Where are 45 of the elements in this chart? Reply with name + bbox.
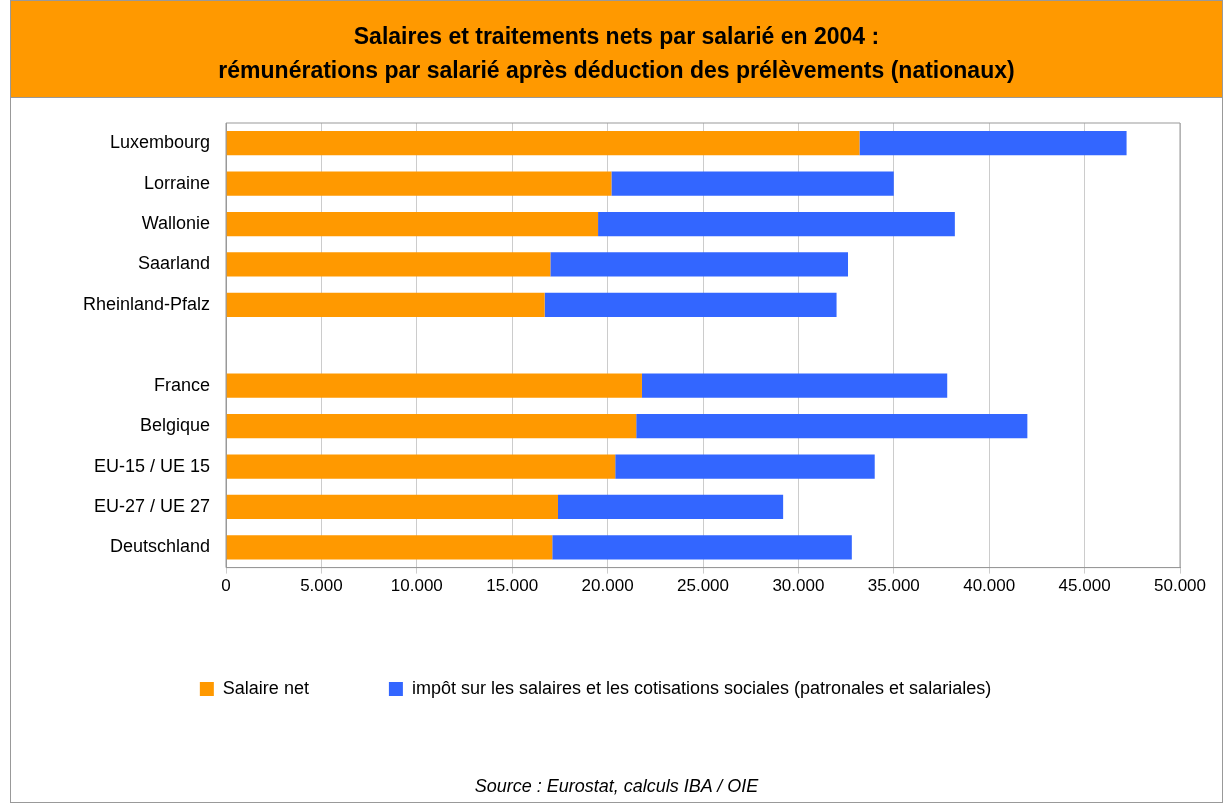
bar xyxy=(226,535,553,560)
bar xyxy=(226,454,616,479)
x-tick-label: 35.000 xyxy=(867,576,920,596)
bar xyxy=(226,414,637,439)
x-tick-label: 50.000 xyxy=(1154,576,1206,596)
bar xyxy=(226,292,545,318)
bar xyxy=(641,373,948,398)
y-tick-label: France xyxy=(153,374,210,395)
y-tick-label: Luxembourg xyxy=(109,132,210,153)
x-tick-label: 30.000 xyxy=(772,576,825,596)
chart-title: Salaires et traitements nets par salarié en 2004 : rémunérations par salarié après déduction des prélèvements (nationaux) xyxy=(11,1,1222,98)
bar xyxy=(550,252,849,277)
bar xyxy=(226,494,558,520)
bar xyxy=(552,535,852,560)
x-tick-label: 15.000 xyxy=(486,576,539,596)
legend-label: Salaire net xyxy=(222,677,309,698)
bar xyxy=(615,454,875,479)
bar xyxy=(636,414,1028,439)
y-tick-label: Wallonie xyxy=(141,213,210,234)
x-tick-label: 0 xyxy=(221,576,231,596)
bar xyxy=(226,211,599,237)
y-tick-label: Deutschland xyxy=(109,536,210,557)
x-tick-label: 10.000 xyxy=(390,576,443,596)
legend-label: impôt sur les salaires et les cotisations sociales (patronales et salariales) xyxy=(411,677,992,698)
bar xyxy=(226,131,860,156)
bar xyxy=(544,292,837,318)
y-tick-label: Lorraine xyxy=(143,172,210,193)
bar xyxy=(226,171,612,196)
bar xyxy=(226,373,642,398)
y-tick-label: Rheinland-Pfalz xyxy=(82,293,210,314)
x-tick-label: 5.000 xyxy=(300,576,343,596)
bar xyxy=(557,494,784,520)
x-tick-label: 25.000 xyxy=(677,576,729,596)
bar xyxy=(611,171,894,196)
bar xyxy=(598,211,955,237)
x-tick-label: 20.000 xyxy=(581,576,634,596)
y-tick-label: EU-27 / UE 27 xyxy=(93,495,210,516)
y-tick-label: Saarland xyxy=(137,253,210,274)
x-tick-label: 45.000 xyxy=(1058,576,1111,596)
bar xyxy=(859,131,1127,156)
bar xyxy=(226,252,551,277)
y-tick-label: EU-15 / UE 15 xyxy=(93,455,210,476)
x-tick-label: 40.000 xyxy=(963,576,1016,596)
y-tick-label: Belgique xyxy=(139,415,210,436)
source-note: Source : Eurostat, calculs IBA / OIE xyxy=(473,776,760,797)
